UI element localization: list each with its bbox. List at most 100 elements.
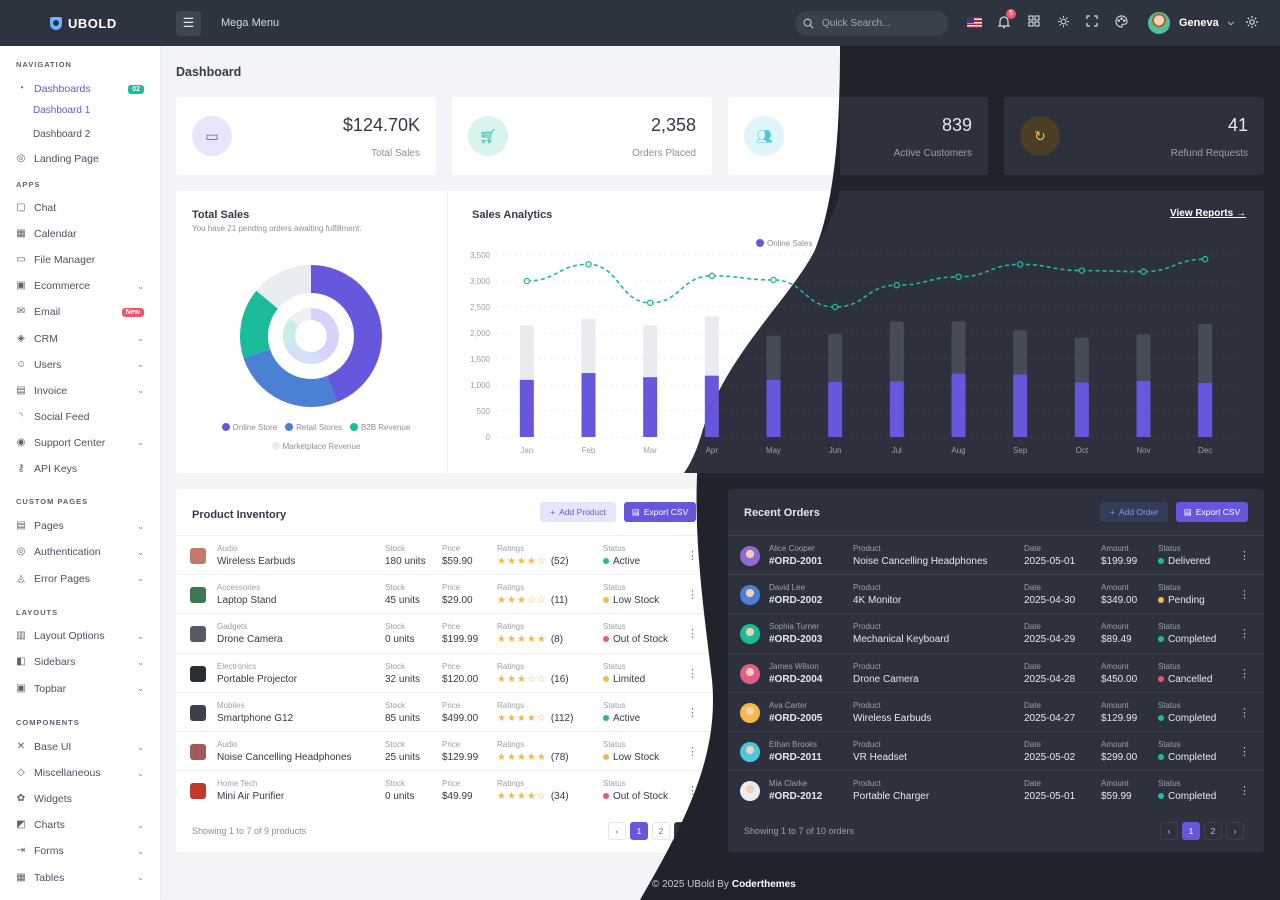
bar-instore[interactable]	[828, 334, 842, 382]
product-name[interactable]: Mini Air Purifier	[217, 791, 285, 803]
table-row[interactable]: Ethan Brooks #ORD-2011 Product VR Headset Da…	[728, 731, 1264, 770]
projected-point[interactable]	[523, 277, 531, 285]
sidebar-item-crm[interactable]: ◈ CRM ⌄	[16, 330, 144, 348]
page-button-1[interactable]: 1	[1182, 822, 1200, 840]
bar-online[interactable]	[767, 380, 781, 437]
bar-online[interactable]	[1013, 375, 1027, 437]
bar-online[interactable]	[828, 382, 842, 437]
bar-instore[interactable]	[1137, 335, 1151, 381]
order-id[interactable]: #ORD-2001	[769, 556, 823, 567]
bar-instore[interactable]	[767, 336, 781, 380]
projected-point[interactable]	[1018, 262, 1023, 267]
sidebar-item-support-center[interactable]: ◉ Support Center ⌄	[16, 434, 144, 452]
sidebar-item-error-pages[interactable]: ◬ Error Pages ⌄	[16, 570, 144, 588]
footer-brand-link[interactable]: Coderthemes	[731, 878, 796, 890]
add-product-button[interactable]: + Add Product	[540, 502, 616, 522]
sidebar-item-email[interactable]: ✉ Email New	[16, 303, 144, 321]
next-page-button[interactable]: ›	[1226, 822, 1244, 840]
sidebar-item-calendar[interactable]: ▦ Calendar	[16, 225, 144, 243]
more-vertical-icon[interactable]: ⋮	[1239, 667, 1250, 680]
page-button-2[interactable]: 2	[1204, 822, 1222, 840]
sidebar-item-charts[interactable]: ◩ Charts ⌄	[16, 816, 144, 834]
bar-instore[interactable]	[890, 322, 904, 382]
bar-online[interactable]	[1137, 381, 1151, 437]
product-name[interactable]: Portable Projector	[217, 673, 298, 685]
donut-slice[interactable]	[243, 349, 338, 407]
table-row[interactable]: Accessories Laptop Stand Stock 45 units Pric…	[176, 574, 712, 613]
sidebar-item-ecommerce[interactable]: ▣ Ecommerce ⌄	[16, 277, 144, 295]
sidebar-item-miscellaneous[interactable]: ◇ Miscellaneous ⌄	[16, 764, 144, 782]
sidebar-item-forms[interactable]: ⇥ Forms ⌄	[16, 842, 144, 860]
apps-grid-icon[interactable]	[1026, 15, 1042, 31]
sidebar-item-topbar[interactable]: ▣ Topbar ⌄	[16, 680, 144, 698]
table-row[interactable]: Electronics Portable Projector Stock 32 uni…	[176, 652, 712, 692]
product-name[interactable]: Smartphone G12	[217, 712, 294, 724]
projected-point[interactable]	[585, 261, 592, 268]
fullscreen-icon[interactable]	[1084, 15, 1100, 31]
sidebar-item-sidebars[interactable]: ◧ Sidebars ⌄	[16, 653, 144, 671]
bar-instore[interactable]	[519, 325, 534, 380]
sidebar-subitem-dashboard-2[interactable]: Dashboard 2	[33, 129, 91, 140]
product-name[interactable]: Laptop Stand	[217, 595, 277, 607]
sidebar-item-widgets[interactable]: ✿ Widgets	[16, 790, 144, 808]
sidebar-item-social-feed[interactable]: ◝ Social Feed	[16, 408, 144, 426]
sidebar-item-api-keys[interactable]: ⚷ API Keys	[16, 460, 144, 478]
gear-icon[interactable]	[1244, 15, 1260, 31]
bar-online[interactable]	[890, 381, 904, 437]
bar-instore[interactable]	[952, 322, 966, 374]
add-order-button[interactable]: + Add Order	[1100, 502, 1168, 522]
order-id[interactable]: #ORD-2004	[769, 673, 823, 685]
language-flag-icon[interactable]	[967, 17, 982, 28]
bell-icon[interactable]	[996, 15, 1012, 31]
donut-slice[interactable]	[256, 265, 311, 309]
order-id[interactable]: #ORD-2012	[769, 791, 823, 803]
product-name[interactable]: Noise Cancelling Headphones	[217, 752, 352, 763]
bar-online[interactable]	[1198, 383, 1212, 437]
sidebar-item-authentication[interactable]: ◎ Authentication ⌄	[16, 543, 144, 561]
donut-slice[interactable]	[311, 265, 382, 403]
prev-page-button[interactable]: ‹	[608, 822, 626, 840]
sidebar-item-landing-page[interactable]: ◎ Landing Page	[16, 150, 144, 168]
table-row[interactable]: James Wilson #ORD-2004 Product Drone Camera…	[728, 652, 1264, 692]
sidebar-item-dashboards[interactable]: ◔ Dashboards 02	[16, 80, 144, 98]
order-id[interactable]: #ORD-2003	[769, 634, 823, 646]
search-box[interactable]	[795, 11, 948, 36]
order-id[interactable]: #ORD-2002	[769, 595, 823, 607]
sidebar-item-users[interactable]: ☺ Users ⌄	[16, 356, 144, 374]
legend-item[interactable]: Retail Stores	[285, 423, 342, 432]
product-name[interactable]: Wireless Earbuds	[217, 556, 296, 567]
sidebar-item-chat[interactable]: ▢ Chat	[16, 199, 144, 217]
table-row[interactable]: David Lee #ORD-2002 Product 4K Monitor Date 2…	[728, 574, 1264, 613]
more-vertical-icon[interactable]: ⋮	[1239, 785, 1250, 798]
order-id[interactable]: #ORD-2005	[769, 712, 823, 724]
projected-point[interactable]	[1079, 268, 1084, 273]
table-row[interactable]: Mobiles Smartphone G12 Stock 85 units Price $…	[176, 691, 712, 731]
projected-point[interactable]	[1141, 269, 1146, 274]
product-name[interactable]: Drone Camera	[217, 634, 283, 646]
table-row[interactable]: Mia Clarke #ORD-2012 Product Portable Charg…	[728, 770, 1264, 809]
sidebar-toggle-button[interactable]: ☰	[176, 10, 201, 36]
projected-point[interactable]	[894, 283, 899, 288]
bar-instore[interactable]	[1013, 330, 1027, 374]
sidebar-item-pages[interactable]: ▤ Pages ⌄	[16, 517, 144, 535]
sidebar-item-base-ui[interactable]: ✕ Base UI ⌄	[16, 738, 144, 756]
table-row[interactable]: Alice Cooper #ORD-2001 Product Noise Cancel…	[728, 535, 1264, 574]
projected-point[interactable]	[833, 304, 838, 309]
more-vertical-icon[interactable]: ⋮	[1239, 706, 1250, 719]
mega-menu-link[interactable]: Mega Menu	[221, 17, 280, 29]
bar-online[interactable]	[1075, 382, 1089, 437]
bar-instore[interactable]	[1075, 338, 1089, 383]
more-vertical-icon[interactable]: ⋮	[1239, 746, 1250, 758]
projected-point[interactable]	[1203, 257, 1208, 262]
user-menu[interactable]: Geneva ⌵	[1148, 12, 1234, 34]
table-row[interactable]: Ava Carter #ORD-2005 Product Wireless Earbu…	[728, 691, 1264, 731]
bar-online[interactable]	[952, 374, 966, 437]
more-vertical-icon[interactable]: ⋮	[1239, 589, 1250, 602]
sidebar-item-tables[interactable]: ▦ Tables ⌄	[16, 869, 144, 887]
donut-slice[interactable]	[240, 290, 278, 358]
bar-online[interactable]	[581, 373, 596, 437]
more-vertical-icon[interactable]: ⋮	[1239, 628, 1250, 641]
brand-logo[interactable]: UBOLD	[0, 0, 160, 46]
sidebar-item-invoice[interactable]: ▤ Invoice ⌄	[16, 382, 144, 400]
export-csv-button[interactable]: ▤ Export CSV	[1176, 502, 1248, 522]
